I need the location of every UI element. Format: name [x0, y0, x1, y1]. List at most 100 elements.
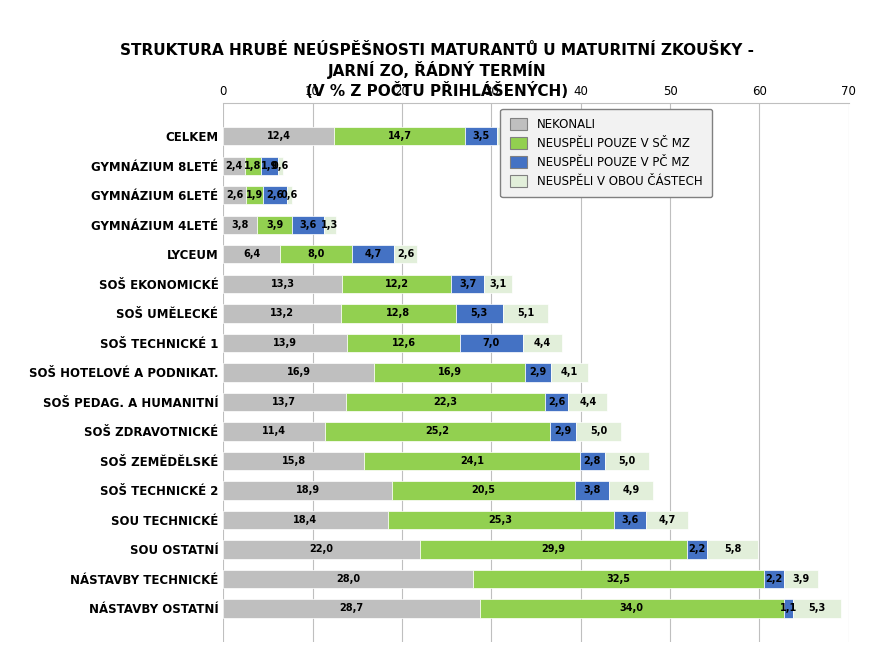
Bar	[394, 245, 417, 263]
Bar	[261, 157, 277, 175]
Text: 1,9: 1,9	[261, 161, 277, 171]
Text: 3,7: 3,7	[459, 279, 476, 289]
Text: 18,9: 18,9	[296, 485, 319, 495]
Bar	[324, 216, 336, 234]
Text: 3,4: 3,4	[503, 131, 521, 141]
Bar	[280, 245, 352, 263]
Text: 4,4: 4,4	[579, 397, 597, 407]
Text: 32,5: 32,5	[606, 574, 631, 584]
Bar	[292, 216, 324, 234]
Text: 1,3: 1,3	[321, 220, 339, 230]
Text: 5,1: 5,1	[517, 308, 535, 318]
Bar	[341, 305, 456, 322]
Text: 1,1: 1,1	[780, 604, 797, 614]
Text: 2,6: 2,6	[226, 190, 243, 201]
Bar	[460, 334, 522, 352]
Text: 28,0: 28,0	[336, 574, 360, 584]
Bar	[346, 393, 545, 411]
Bar	[223, 481, 392, 500]
Bar	[451, 275, 484, 293]
Bar	[223, 363, 374, 381]
Text: 2,6: 2,6	[266, 190, 284, 201]
Text: 20,5: 20,5	[472, 485, 495, 495]
Text: 5,0: 5,0	[590, 426, 607, 436]
Bar	[263, 186, 287, 205]
Text: 25,3: 25,3	[488, 515, 513, 525]
Text: 12,4: 12,4	[267, 131, 290, 141]
Bar	[575, 481, 609, 500]
Bar	[223, 451, 364, 470]
Text: 18,4: 18,4	[293, 515, 318, 525]
Bar	[484, 275, 512, 293]
Bar	[522, 334, 562, 352]
Bar	[580, 451, 605, 470]
Text: 3,6: 3,6	[299, 220, 317, 230]
Bar	[503, 305, 549, 322]
Text: 3,1: 3,1	[489, 279, 507, 289]
Text: 2,4: 2,4	[225, 161, 242, 171]
Text: 3,6: 3,6	[621, 515, 639, 525]
Bar	[456, 305, 503, 322]
Text: 29,9: 29,9	[542, 544, 565, 555]
Text: STRUKTURA HRUBÉ NEÚSPĚŠNOSTI MATURANTŮ U MATURITNÍ ZKOUŠKY -
JARNÍ ZO, ŘÁDNÝ TER: STRUKTURA HRUBÉ NEÚSPĚŠNOSTI MATURANTŮ U…	[121, 43, 754, 99]
Text: 5,8: 5,8	[724, 544, 741, 555]
Text: 13,9: 13,9	[273, 338, 298, 348]
Bar	[352, 245, 394, 263]
Bar	[223, 157, 245, 175]
Text: 12,6: 12,6	[392, 338, 416, 348]
Text: 5,3: 5,3	[808, 604, 826, 614]
Bar	[388, 511, 613, 529]
Text: 5,0: 5,0	[619, 456, 636, 466]
Bar	[223, 245, 280, 263]
Text: 4,1: 4,1	[561, 367, 578, 377]
Bar	[223, 511, 388, 529]
Bar	[550, 422, 576, 440]
Bar	[525, 363, 551, 381]
Text: 4,7: 4,7	[658, 515, 676, 525]
Bar	[223, 422, 325, 440]
Bar	[223, 599, 480, 618]
Bar	[687, 540, 707, 559]
Bar	[342, 275, 451, 293]
Bar	[783, 599, 794, 618]
Text: 15,8: 15,8	[282, 456, 305, 466]
Bar	[364, 451, 580, 470]
Text: 13,7: 13,7	[272, 397, 297, 407]
Text: 6,4: 6,4	[243, 250, 261, 260]
Legend: NEKONALI, NEUSPĚLI POUZE V SČ MZ, NEUSPĚLI POUZE V PČ MZ, NEUSPĚLI V OBOU ČÁSTEC: NEKONALI, NEUSPĚLI POUZE V SČ MZ, NEUSPĚ…	[500, 109, 712, 197]
Text: 22,0: 22,0	[310, 544, 333, 555]
Bar	[223, 334, 347, 352]
Text: 11,4: 11,4	[262, 426, 286, 436]
Bar	[223, 275, 342, 293]
Text: 4,7: 4,7	[364, 250, 382, 260]
Bar	[783, 570, 818, 588]
Bar	[223, 186, 247, 205]
Text: 5,3: 5,3	[471, 308, 487, 318]
Text: 7,0: 7,0	[483, 338, 500, 348]
Bar	[545, 393, 568, 411]
Bar	[497, 127, 527, 146]
Bar	[223, 393, 346, 411]
Bar	[223, 216, 257, 234]
Bar	[576, 422, 621, 440]
Bar	[613, 511, 646, 529]
Bar	[374, 363, 525, 381]
Bar	[764, 570, 783, 588]
Text: 2,9: 2,9	[529, 367, 547, 377]
Text: 25,2: 25,2	[425, 426, 450, 436]
Text: 2,2: 2,2	[765, 574, 782, 584]
Bar	[551, 363, 588, 381]
Text: 14,7: 14,7	[388, 131, 411, 141]
Text: 3,8: 3,8	[231, 220, 248, 230]
Text: 2,6: 2,6	[548, 397, 565, 407]
Text: 2,9: 2,9	[555, 426, 572, 436]
Bar	[277, 157, 283, 175]
Bar	[392, 481, 575, 500]
Text: 2,2: 2,2	[689, 544, 705, 555]
Text: 3,8: 3,8	[584, 485, 601, 495]
Text: 1,9: 1,9	[246, 190, 263, 201]
Bar	[707, 540, 759, 559]
Bar	[480, 599, 783, 618]
Bar	[325, 422, 550, 440]
Text: 1,8: 1,8	[244, 161, 262, 171]
